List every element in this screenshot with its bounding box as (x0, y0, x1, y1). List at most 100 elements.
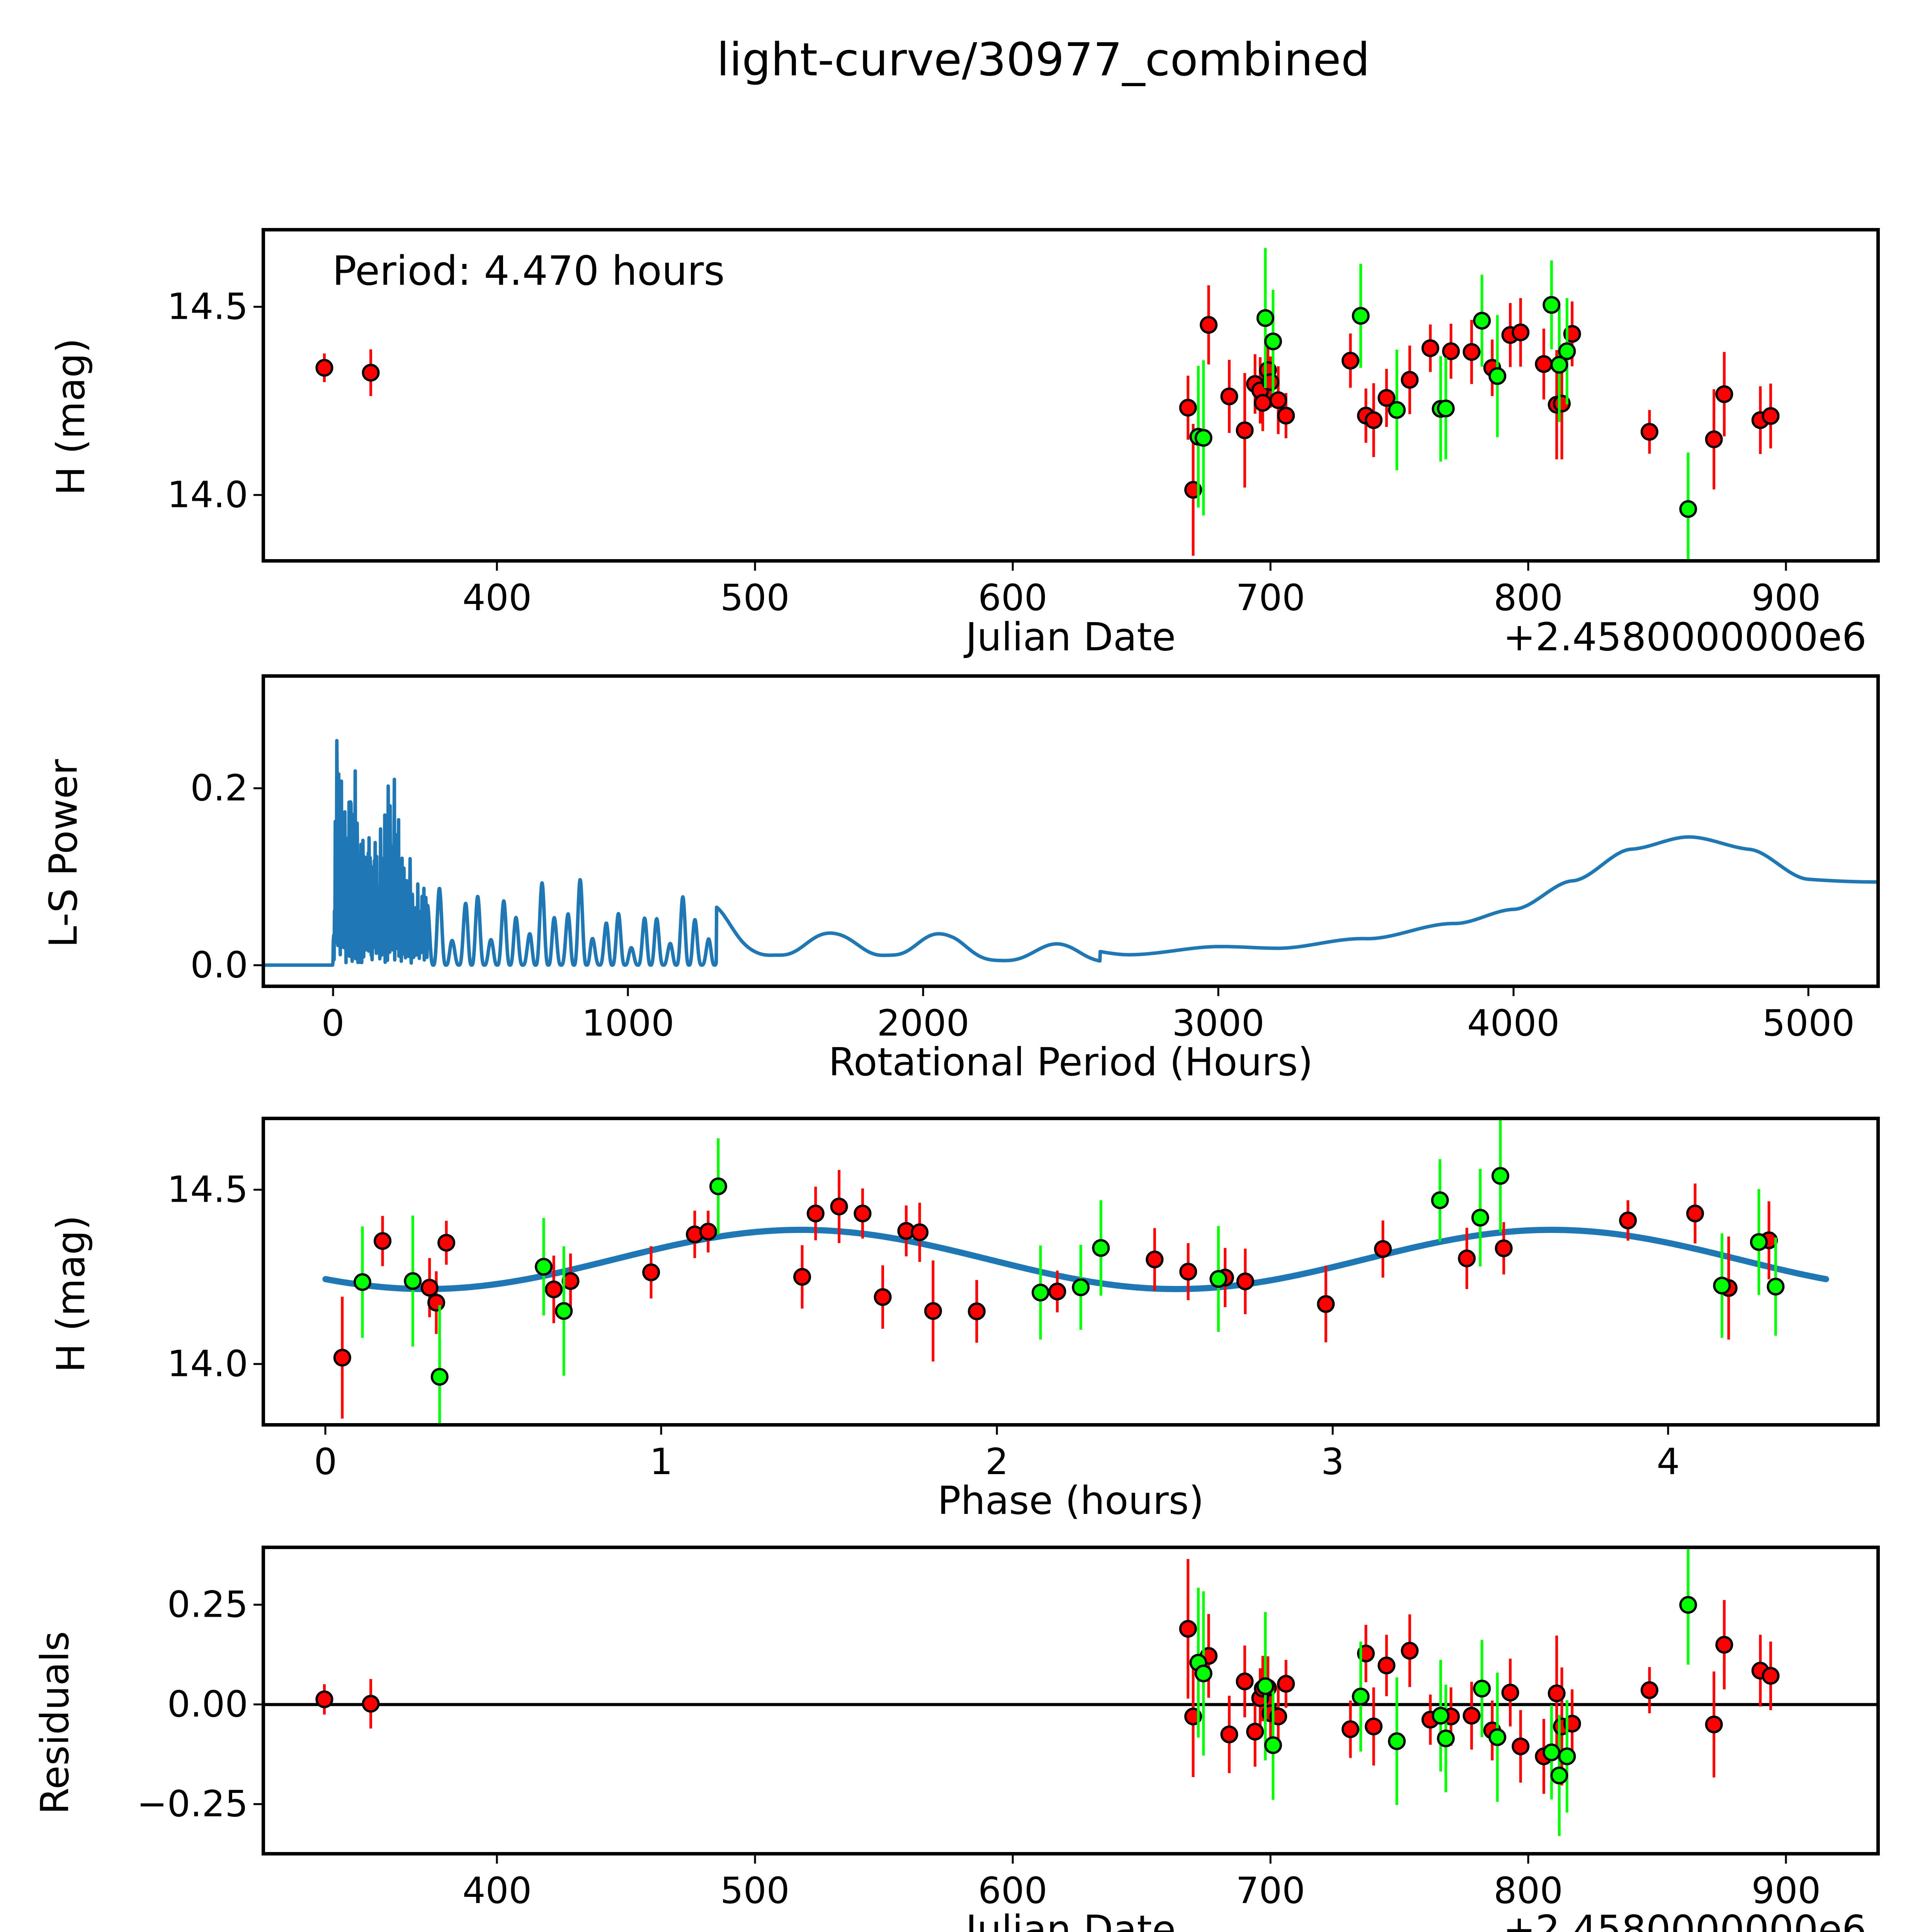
data-point (1686, 1204, 1704, 1223)
lightcurve-plot-area (315, 248, 1780, 559)
panel-residuals-ytick-mark (253, 1803, 265, 1805)
panel-periodogram: 0.0 0.2 0 1000 2000 3000 4000 5000 (190, 674, 1880, 1044)
panel-phase-xtick-mark (1332, 1423, 1334, 1435)
series-red (333, 1170, 1778, 1419)
panel-periodogram-xtick-label: 4000 (1467, 1002, 1560, 1044)
panel-periodogram-ytick-label: 0.0 (190, 944, 248, 986)
panel-lightcurve-xtick-label: 900 (1751, 577, 1821, 619)
data-point (1473, 312, 1491, 330)
data-point (1512, 323, 1530, 342)
sinusoid-fit-curve (322, 1226, 1829, 1293)
residuals-xlabel: Julian Date (966, 1907, 1176, 1932)
data-point (1352, 307, 1370, 325)
residuals-plot-area (265, 1549, 1876, 1836)
data-point (535, 1258, 553, 1276)
panel-lightcurve-xtick-mark (496, 559, 498, 571)
data-point (1352, 1687, 1370, 1706)
lightcurve-x-offset: +2.4580000000e6 (1503, 614, 1867, 660)
panel-phase-xtick-label: 1 (650, 1441, 673, 1483)
residuals-x-offset: +2.4580000000e6 (1503, 1907, 1867, 1932)
data-point (1341, 352, 1359, 370)
data-point (333, 1349, 351, 1367)
data-point (1512, 1737, 1530, 1755)
data-point (315, 1690, 333, 1708)
data-point (1031, 1284, 1049, 1302)
series-green (353, 1120, 1785, 1423)
data-point (911, 1223, 929, 1242)
data-point (806, 1204, 825, 1223)
panel-phase-xtick-label: 0 (314, 1441, 337, 1483)
data-point (427, 1294, 446, 1312)
panel-periodogram-xtick-mark (627, 985, 629, 996)
phase-xlabel: Phase (hours) (937, 1478, 1204, 1523)
panel-phase-ytick-label: 14.0 (167, 1343, 248, 1385)
data-point (1388, 401, 1406, 419)
panel-residuals-xtick-label: 400 (462, 1870, 532, 1912)
panel-periodogram-xtick-label: 1000 (582, 1002, 675, 1044)
panel-periodogram-xtick-mark (1217, 985, 1219, 996)
data-point (1388, 1732, 1406, 1750)
panel-phase-ytick-mark (253, 1363, 265, 1365)
panel-residuals-xtick-label: 900 (1751, 1870, 1821, 1912)
panel-periodogram-ytick-mark (253, 787, 265, 789)
data-point (1374, 1240, 1392, 1258)
data-point (555, 1302, 573, 1320)
panel-lightcurve-ytick-label: 14.5 (167, 286, 248, 328)
data-point (968, 1302, 986, 1320)
panel-residuals-xtick-mark (1785, 1852, 1787, 1864)
panel-phase-xtick-mark (324, 1423, 327, 1435)
data-point (1220, 1725, 1238, 1743)
data-point (1762, 407, 1780, 425)
data-point (1401, 371, 1419, 389)
panel-residuals-xtick-mark (496, 1852, 498, 1864)
panel-periodogram-ytick-mark (253, 964, 265, 966)
panel-residuals-xtick-label: 700 (1236, 1870, 1305, 1912)
data-point (1713, 1277, 1731, 1295)
data-point (1364, 411, 1383, 429)
data-point (437, 1234, 456, 1252)
data-point (1458, 1249, 1476, 1267)
data-point (1236, 1272, 1254, 1291)
panel-periodogram-xtick-label: 2000 (877, 1002, 969, 1044)
panel-residuals-xtick-mark (1269, 1852, 1272, 1864)
periodogram-curve (265, 739, 1876, 967)
data-point (1715, 1636, 1733, 1654)
data-point (1535, 355, 1553, 373)
panel-residuals-ytick-mark (253, 1604, 265, 1606)
data-point (1432, 1707, 1450, 1725)
panel-lightcurve-xtick-mark (754, 559, 756, 571)
data-point (1463, 343, 1481, 361)
panel-periodogram-xtick-label: 5000 (1762, 1002, 1855, 1044)
data-point (1264, 1736, 1282, 1754)
series-red (315, 1559, 1780, 1794)
panel-lightcurve-ytick-mark (253, 306, 265, 308)
data-point (1640, 423, 1658, 441)
data-point (830, 1197, 848, 1216)
panel-lightcurve-xtick-label: 600 (978, 577, 1048, 619)
panel-phase-xtick-label: 4 (1656, 1441, 1680, 1483)
panel-periodogram-ytick-label: 0.2 (190, 767, 248, 810)
data-point (1548, 1684, 1566, 1702)
panel-periodogram-xtick-mark (332, 985, 334, 996)
data-point (1431, 1191, 1449, 1209)
data-point (1558, 342, 1576, 360)
series-red (315, 285, 1780, 556)
data-point (1277, 1675, 1295, 1693)
data-point (1364, 1718, 1383, 1736)
data-point (1550, 356, 1568, 374)
data-point (430, 1368, 449, 1386)
data-point (374, 1232, 392, 1250)
period-annotation: Period: 4.470 hours (332, 247, 725, 294)
panel-residuals-xtick-label: 500 (720, 1870, 790, 1912)
data-point (545, 1280, 563, 1298)
periodogram-plot-area (265, 739, 1876, 967)
lightcurve-ylabel: H (mag) (48, 338, 94, 496)
periodogram-xlabel: Rotational Period (Hours) (828, 1039, 1313, 1085)
data-point (1194, 429, 1213, 447)
data-point (1767, 1277, 1785, 1296)
panel-lightcurve-xtick-mark (1012, 559, 1014, 571)
series-green (1189, 248, 1697, 559)
data-point (1199, 316, 1218, 334)
data-point (362, 364, 380, 382)
panel-lightcurve-ytick-mark (253, 494, 265, 496)
